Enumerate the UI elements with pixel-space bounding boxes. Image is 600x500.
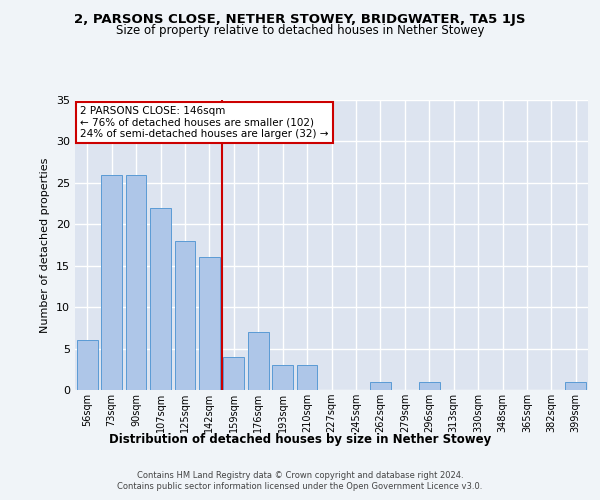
Bar (101, 174, 122, 390)
Bar (419, 382, 440, 390)
Text: Contains HM Land Registry data © Crown copyright and database right 2024.: Contains HM Land Registry data © Crown c… (137, 471, 463, 480)
Bar (248, 332, 269, 390)
Text: Contains public sector information licensed under the Open Government Licence v3: Contains public sector information licen… (118, 482, 482, 491)
Text: Size of property relative to detached houses in Nether Stowey: Size of property relative to detached ho… (116, 24, 484, 37)
Bar (77, 340, 98, 390)
Bar (150, 208, 171, 390)
Text: Distribution of detached houses by size in Nether Stowey: Distribution of detached houses by size … (109, 432, 491, 446)
Bar (125, 174, 146, 390)
Bar (175, 241, 196, 390)
Bar (223, 357, 244, 390)
Y-axis label: Number of detached properties: Number of detached properties (40, 158, 50, 332)
Bar (199, 258, 220, 390)
Text: 2 PARSONS CLOSE: 146sqm
← 76% of detached houses are smaller (102)
24% of semi-d: 2 PARSONS CLOSE: 146sqm ← 76% of detache… (80, 106, 329, 139)
Bar (272, 365, 293, 390)
Bar (370, 382, 391, 390)
Text: 2, PARSONS CLOSE, NETHER STOWEY, BRIDGWATER, TA5 1JS: 2, PARSONS CLOSE, NETHER STOWEY, BRIDGWA… (74, 12, 526, 26)
Bar (565, 382, 586, 390)
Bar (296, 365, 317, 390)
